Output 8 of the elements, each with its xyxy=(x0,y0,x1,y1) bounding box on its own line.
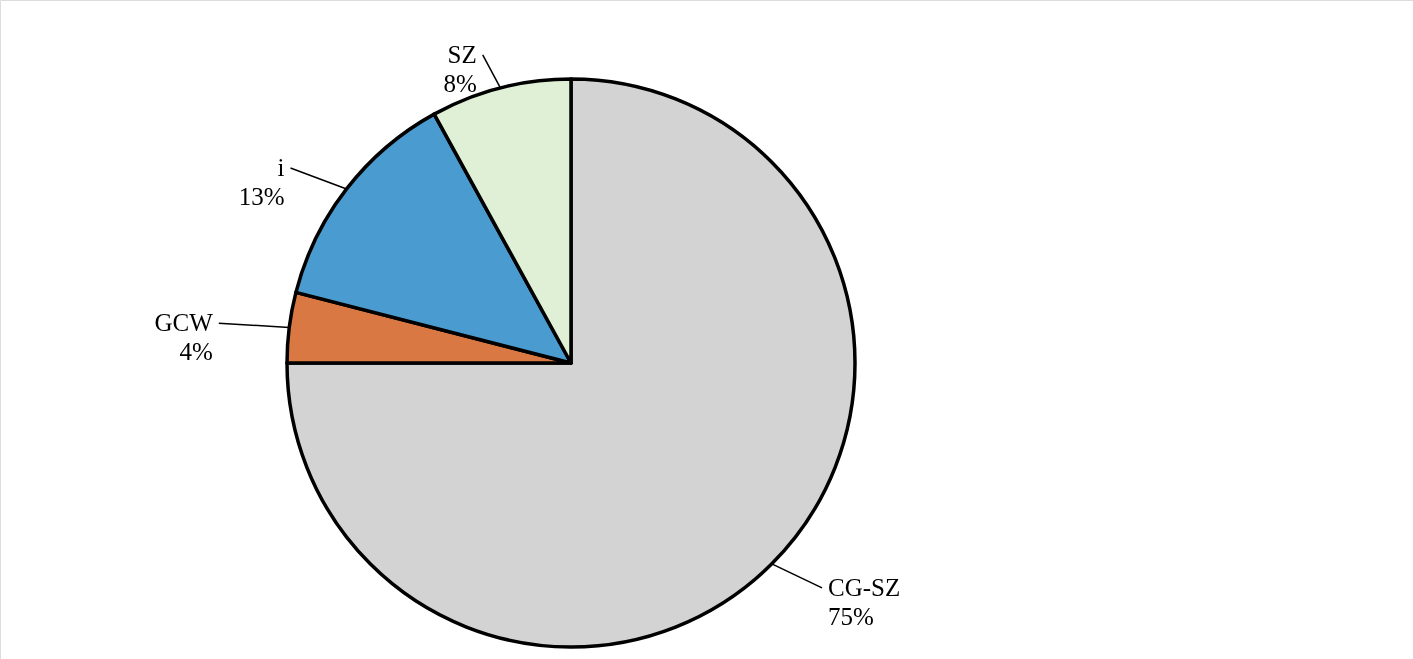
data-label: 4% xyxy=(179,338,213,366)
slice-label: SZ xyxy=(447,40,477,68)
data-label: 13% xyxy=(238,183,285,211)
data-label: 75% xyxy=(828,602,874,630)
slice-label: i xyxy=(277,154,285,182)
slice-label: CG-SZ xyxy=(828,573,901,601)
slice-label: GCW xyxy=(154,309,214,337)
data-label: 8% xyxy=(443,69,477,97)
